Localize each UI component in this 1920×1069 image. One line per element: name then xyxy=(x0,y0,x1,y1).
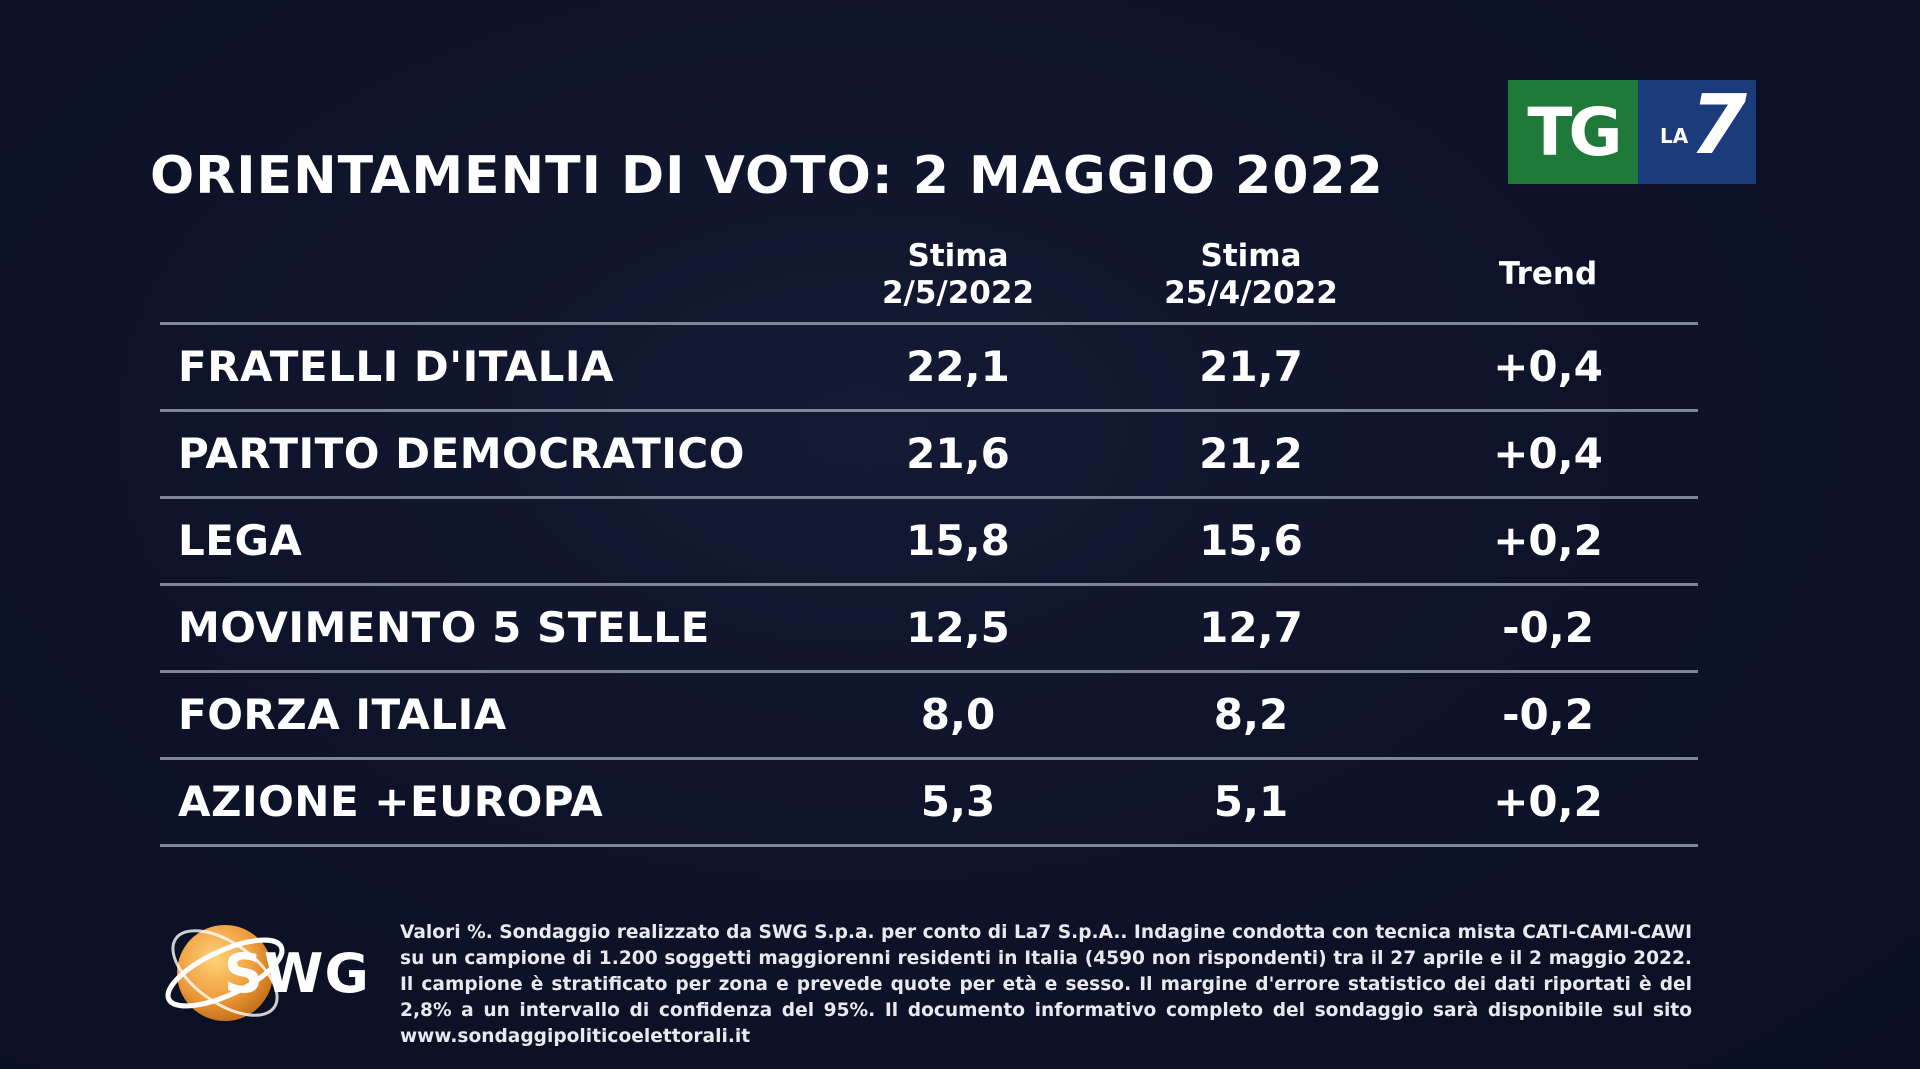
party-label: PARTITO DEMOCRATICO xyxy=(178,429,745,478)
table-rule xyxy=(160,496,1698,499)
value-cell-stima-2-5: 22,1 xyxy=(906,342,1010,391)
column-header-trend: Trend xyxy=(1418,256,1678,293)
value-cell-stima-2-5: 5,3 xyxy=(920,777,996,826)
la7-logo-la: LA xyxy=(1660,124,1689,148)
table-rule xyxy=(160,757,1698,760)
column-header-line1: Stima xyxy=(1200,238,1302,274)
value-cell-trend: -0,2 xyxy=(1502,603,1594,652)
column-header-stima-25-4: Stima 25/4/2022 xyxy=(1121,238,1381,312)
party-label: FRATELLI D'ITALIA xyxy=(178,342,615,391)
la7-logo-seven: 7 xyxy=(1690,78,1748,173)
column-header-line2: 25/4/2022 xyxy=(1164,275,1338,311)
column-header-line1: Trend xyxy=(1498,256,1598,292)
value-cell-stima-2-5: 8,0 xyxy=(920,690,996,739)
value-cell-stima-2-5: 15,8 xyxy=(906,516,1010,565)
page-title: ORIENTAMENTI DI VOTO: 2 MAGGIO 2022 xyxy=(150,146,1384,206)
party-label: MOVIMENTO 5 STELLE xyxy=(178,603,710,652)
table-rule xyxy=(160,322,1698,325)
party-label: AZIONE +EUROPA xyxy=(178,777,604,826)
column-header-line1: Stima xyxy=(907,238,1009,274)
value-cell-stima-25-4: 21,2 xyxy=(1199,429,1303,478)
tg-logo-block: TG xyxy=(1508,80,1638,184)
value-cell-stima-25-4: 21,7 xyxy=(1199,342,1303,391)
table-rule xyxy=(160,583,1698,586)
column-header-stima-2-5: Stima 2/5/2022 xyxy=(828,238,1088,312)
value-cell-trend: +0,2 xyxy=(1493,516,1603,565)
value-cell-stima-25-4: 12,7 xyxy=(1199,603,1303,652)
table-rule xyxy=(160,670,1698,673)
swg-globe-icon xyxy=(165,925,285,1021)
column-header-line2: 2/5/2022 xyxy=(881,275,1035,311)
value-cell-stima-25-4: 8,2 xyxy=(1213,690,1289,739)
value-cell-stima-2-5: 21,6 xyxy=(906,429,1010,478)
table-rule xyxy=(160,409,1698,412)
swg-logo-text: SWG xyxy=(224,942,370,1005)
value-cell-stima-2-5: 12,5 xyxy=(906,603,1010,652)
tg-la7-logo: TG LA 7 xyxy=(1508,78,1756,184)
party-label: FORZA ITALIA xyxy=(178,690,507,739)
value-cell-stima-25-4: 15,6 xyxy=(1199,516,1303,565)
value-cell-trend: +0,2 xyxy=(1493,777,1603,826)
value-cell-trend: -0,2 xyxy=(1502,690,1594,739)
value-cell-trend: +0,4 xyxy=(1493,342,1603,391)
party-label: LEGA xyxy=(178,516,303,565)
la7-logo-block: LA 7 xyxy=(1638,78,1756,184)
table-rule xyxy=(160,844,1698,847)
methodology-footnote: Valori %. Sondaggio realizzato da SWG S.… xyxy=(400,922,1692,1047)
value-cell-trend: +0,4 xyxy=(1493,429,1603,478)
value-cell-stima-25-4: 5,1 xyxy=(1213,777,1289,826)
